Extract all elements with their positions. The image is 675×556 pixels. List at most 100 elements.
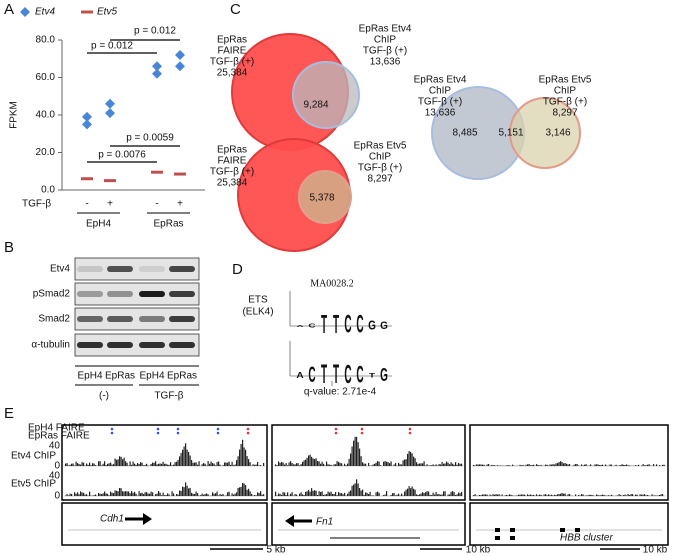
signal [536, 494, 538, 496]
signal [83, 462, 85, 466]
track-label: Etv5 ChIP [11, 479, 56, 490]
signal [377, 491, 379, 496]
signal [522, 494, 524, 496]
signal [440, 494, 442, 496]
signal [249, 491, 251, 496]
diamond [175, 50, 185, 60]
venn-label: 8,297 [367, 174, 392, 185]
signal [246, 456, 248, 466]
track-box [271, 424, 466, 501]
signal [602, 494, 604, 496]
band [77, 291, 103, 297]
signal [479, 494, 481, 496]
signal [609, 464, 611, 466]
signal [635, 465, 637, 466]
signal [161, 463, 163, 466]
signal [122, 459, 124, 466]
signal [207, 461, 209, 466]
track-label: Etv4 ChIP [11, 451, 56, 462]
signal [189, 487, 191, 496]
venn-label: ChIP [369, 152, 392, 163]
signal [431, 495, 433, 496]
signal [392, 493, 394, 496]
signal [236, 460, 238, 466]
signal [101, 465, 103, 466]
signal [456, 464, 458, 466]
signal [474, 494, 476, 496]
signal [494, 494, 496, 496]
signal [486, 464, 488, 466]
y-tick-label: 0.0 [41, 185, 55, 196]
signal [215, 465, 217, 466]
venn-label: EpRas [217, 145, 247, 156]
signal [512, 495, 514, 496]
y-axis-label: FPKM [9, 101, 20, 129]
motif-id: MA0028.2 [310, 278, 354, 289]
signal [242, 482, 244, 496]
venn-label: 8,297 [552, 108, 577, 119]
signal [236, 492, 238, 496]
band [77, 266, 103, 272]
signal [590, 494, 592, 496]
signal [624, 494, 626, 496]
signal [528, 494, 530, 496]
signal [195, 462, 197, 466]
signal [575, 464, 577, 466]
gene-arrow [285, 515, 294, 527]
legend-label: Etv4 [35, 7, 55, 18]
motif-name: (ELK4) [242, 307, 273, 318]
signal [545, 494, 547, 496]
signal [537, 464, 539, 466]
scale-label: 10 kb [643, 545, 668, 556]
signal [318, 491, 320, 496]
band [139, 342, 165, 348]
x-tick-label: + [107, 199, 113, 210]
signal [111, 464, 113, 466]
faire-dot [176, 431, 180, 435]
faire-dot [360, 431, 364, 435]
signal [399, 464, 401, 466]
signal [285, 463, 287, 466]
signal [231, 461, 233, 466]
venn-count: 8,485 [452, 128, 477, 139]
signal [615, 464, 617, 466]
signal [237, 456, 239, 466]
signal [497, 494, 499, 496]
signal [284, 492, 286, 496]
signal [89, 491, 91, 496]
signal [333, 494, 335, 496]
signal [216, 462, 218, 466]
signal [621, 464, 623, 466]
signal [129, 461, 131, 466]
legend-swatch [81, 10, 93, 14]
signal [434, 494, 436, 496]
signal [416, 462, 418, 466]
signal [287, 465, 289, 466]
signal [414, 458, 416, 466]
signal [75, 493, 77, 496]
signal [609, 495, 611, 496]
signal [215, 493, 217, 496]
exon [575, 528, 580, 532]
signal [224, 462, 226, 466]
signal [299, 465, 301, 466]
band [77, 342, 103, 348]
signal [263, 494, 265, 496]
signal [315, 490, 317, 496]
signal [641, 494, 643, 496]
legend-label: Etv5 [97, 7, 117, 18]
signal [308, 489, 310, 496]
signal [578, 495, 580, 496]
signal [126, 462, 128, 466]
signal [162, 461, 164, 466]
signal [132, 461, 134, 466]
group-label: (-) [99, 391, 109, 402]
signal [330, 464, 332, 466]
signal [419, 463, 421, 466]
signal [239, 487, 241, 496]
signal [551, 494, 553, 496]
signal [282, 492, 284, 496]
signal [344, 463, 346, 466]
exon [510, 536, 515, 540]
signal [245, 485, 247, 496]
